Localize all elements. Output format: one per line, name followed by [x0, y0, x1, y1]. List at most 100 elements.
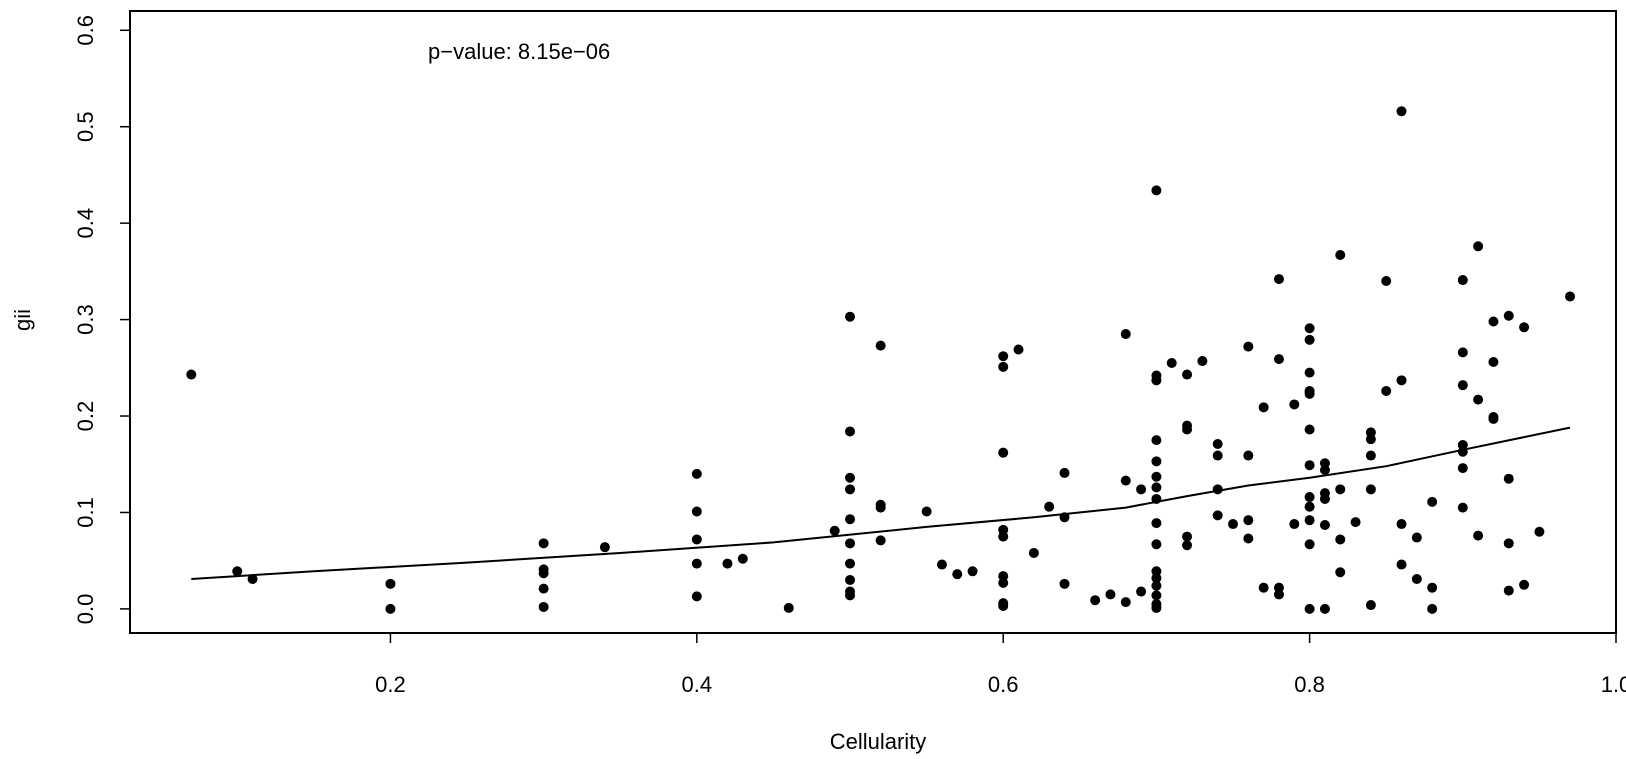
data-point: [875, 535, 886, 546]
data-point: [1503, 585, 1514, 596]
data-point: [1182, 424, 1193, 435]
data-point: [1427, 603, 1438, 614]
data-point: [1503, 310, 1514, 321]
data-point: [1319, 603, 1330, 614]
data-point: [1151, 573, 1162, 584]
data-point: [1151, 375, 1162, 386]
data-point: [1335, 249, 1346, 260]
data-point: [845, 558, 856, 569]
data-point: [1136, 586, 1147, 597]
y-axis: 0.0 0.1 0.2 0.3 0.4 0.5 0.6: [73, 15, 130, 624]
data-point: [1365, 434, 1376, 445]
x-tick-label: 0.8: [1294, 672, 1325, 697]
data-point: [691, 591, 702, 602]
data-point: [1473, 530, 1484, 541]
data-point: [1151, 435, 1162, 446]
data-point: [1304, 367, 1315, 378]
data-point: [1151, 518, 1162, 529]
data-point: [385, 603, 396, 614]
data-point: [1411, 532, 1422, 543]
data-point: [1503, 473, 1514, 484]
x-tick-label: 0.6: [988, 672, 1019, 697]
data-point: [845, 472, 856, 483]
data-point: [1335, 534, 1346, 545]
data-point: [538, 583, 549, 594]
data-point: [1212, 438, 1223, 449]
data-point: [538, 538, 549, 549]
data-point: [1289, 519, 1300, 530]
data-point: [1488, 316, 1499, 327]
data-point: [1243, 533, 1254, 544]
data-point: [1304, 424, 1315, 435]
data-point: [1319, 465, 1330, 476]
data-point: [1427, 496, 1438, 507]
data-point: [1473, 394, 1484, 405]
data-point: [1396, 559, 1407, 570]
data-point: [1381, 385, 1392, 396]
data-point: [845, 590, 856, 601]
data-point: [1028, 547, 1039, 558]
data-point: [998, 577, 1009, 588]
data-point: [1488, 357, 1499, 368]
data-point: [1059, 467, 1070, 478]
data-point: [783, 602, 794, 613]
data-point: [1488, 413, 1499, 424]
data-point: [1519, 322, 1530, 333]
data-point: [845, 514, 856, 525]
data-point: [1182, 369, 1193, 380]
data-point: [1457, 463, 1468, 474]
data-point: [1182, 540, 1193, 551]
y-tick-label: 0.6: [73, 15, 98, 46]
data-point: [1120, 329, 1131, 340]
data-points: [186, 106, 1576, 614]
data-point: [967, 566, 978, 577]
data-point: [1319, 519, 1330, 530]
data-point: [1396, 519, 1407, 530]
data-point: [1534, 526, 1545, 537]
data-point: [1365, 450, 1376, 461]
data-point: [998, 361, 1009, 372]
data-point: [936, 559, 947, 570]
data-point: [1258, 402, 1269, 413]
data-point: [1304, 515, 1315, 526]
y-tick-label: 0.4: [73, 208, 98, 239]
data-point: [1120, 597, 1131, 608]
y-tick-label: 0.3: [73, 304, 98, 335]
data-point: [1304, 603, 1315, 614]
data-point: [538, 568, 549, 579]
data-point: [1457, 347, 1468, 358]
data-point: [1304, 539, 1315, 550]
data-point: [1258, 582, 1269, 593]
data-point: [1396, 106, 1407, 117]
data-point: [1503, 538, 1514, 549]
data-point: [1396, 375, 1407, 386]
data-point: [1304, 323, 1315, 334]
y-tick-label: 0.1: [73, 497, 98, 528]
data-point: [1243, 341, 1254, 352]
data-point: [845, 574, 856, 585]
data-point: [385, 578, 396, 589]
y-tick-label: 0.0: [73, 594, 98, 625]
data-point: [829, 525, 840, 536]
data-point: [722, 558, 733, 569]
x-tick-label: 0.2: [375, 672, 406, 697]
data-point: [1044, 501, 1055, 512]
data-point: [1457, 380, 1468, 391]
data-point: [1182, 531, 1193, 542]
data-point: [1243, 515, 1254, 526]
trend-line-group: [191, 426, 1571, 580]
data-point: [1457, 502, 1468, 513]
data-point: [1151, 590, 1162, 601]
data-point: [1381, 276, 1392, 287]
data-point: [845, 484, 856, 495]
data-point: [1335, 484, 1346, 495]
data-point: [1304, 388, 1315, 399]
y-tick-label: 0.5: [73, 111, 98, 142]
data-point: [1212, 510, 1223, 521]
data-point: [1411, 573, 1422, 584]
data-point: [1151, 456, 1162, 467]
data-point: [1136, 484, 1147, 495]
data-point: [998, 351, 1009, 362]
data-point: [1319, 493, 1330, 504]
